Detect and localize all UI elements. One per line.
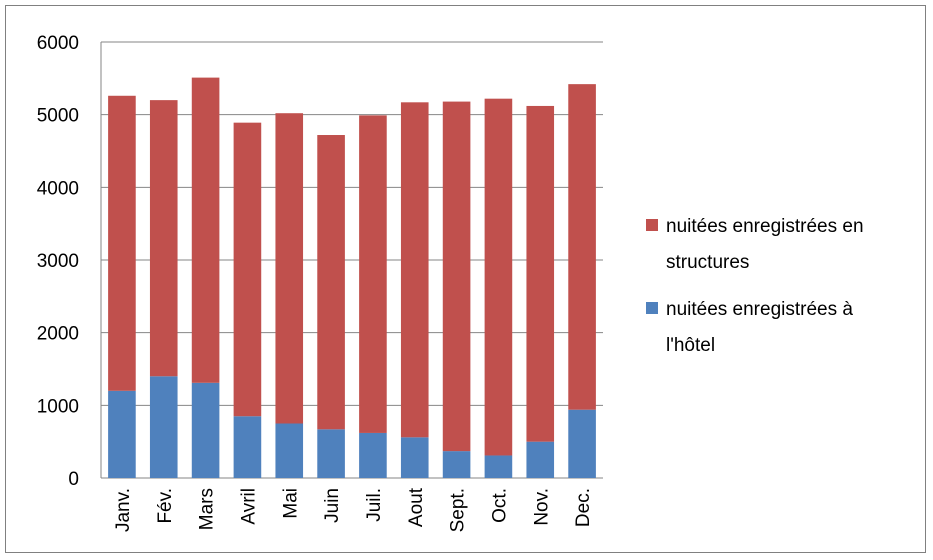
y-tick-label: 1000 bbox=[37, 396, 79, 417]
bar-structures bbox=[484, 98, 513, 456]
legend-label: nuitées enregistrées en bbox=[666, 216, 864, 237]
bar-hotel bbox=[149, 376, 178, 478]
bar-structures bbox=[191, 77, 220, 383]
y-tick-label: 0 bbox=[68, 469, 79, 490]
bar-hotel bbox=[568, 409, 596, 478]
x-category-label: Nov. bbox=[531, 488, 552, 526]
x-category-label: Avril bbox=[238, 488, 259, 525]
x-axis-category-labels: Janv. Fév. Mars Avril Mai Juin Juil. Aout Sept. O… bbox=[113, 487, 594, 532]
bar-structures bbox=[317, 135, 345, 430]
bar-hotel bbox=[191, 382, 220, 478]
x-category-label: Aout bbox=[406, 487, 427, 527]
bar-structures bbox=[275, 113, 304, 424]
bar-structures bbox=[359, 115, 387, 433]
x-category-label: Oct. bbox=[489, 488, 510, 523]
y-tick-label: 5000 bbox=[37, 106, 79, 127]
bar-hotel bbox=[442, 451, 471, 478]
bar-hotel bbox=[400, 437, 429, 478]
bars bbox=[108, 77, 596, 478]
y-tick-label: 4000 bbox=[37, 178, 79, 199]
gridlines bbox=[100, 41, 603, 479]
bar-hotel bbox=[317, 429, 345, 478]
legend: nuitées enregistrées en structures nuitées… bbox=[646, 216, 864, 356]
x-category-label: Mai bbox=[280, 488, 301, 519]
x-category-label: Mars bbox=[197, 488, 218, 530]
bar-structures bbox=[526, 105, 555, 442]
bar-structures bbox=[149, 100, 178, 377]
y-tick-label: 2000 bbox=[37, 324, 79, 345]
y-tick-label: 6000 bbox=[37, 33, 79, 54]
y-tick-label: 3000 bbox=[37, 251, 79, 272]
legend-label: l'hôtel bbox=[666, 335, 715, 356]
bar-hotel bbox=[275, 423, 304, 478]
bar-structures bbox=[442, 101, 471, 452]
legend-label: nuitées enregistrées à bbox=[666, 299, 853, 320]
bar-hotel bbox=[108, 390, 136, 478]
x-category-label: Juil. bbox=[364, 488, 385, 522]
bar-hotel bbox=[233, 416, 262, 478]
bar-hotel bbox=[484, 455, 513, 478]
y-axis-tick-labels: 0 1000 2000 3000 4000 5000 6000 bbox=[37, 33, 79, 490]
legend-swatch bbox=[646, 302, 658, 314]
x-category-label: Juin bbox=[322, 488, 343, 523]
bar-structures bbox=[568, 84, 596, 410]
bar-hotel bbox=[526, 441, 555, 478]
x-category-label: Janv. bbox=[113, 488, 134, 532]
x-category-label: Dec. bbox=[573, 488, 594, 527]
x-category-label: Fév. bbox=[155, 488, 176, 524]
bar-structures bbox=[108, 95, 136, 391]
x-category-label: Sept. bbox=[448, 488, 469, 532]
legend-swatch bbox=[646, 219, 658, 231]
bar-hotel bbox=[359, 432, 387, 478]
bar-structures bbox=[400, 102, 429, 438]
bar-structures bbox=[233, 122, 262, 417]
legend-label: structures bbox=[666, 252, 749, 273]
